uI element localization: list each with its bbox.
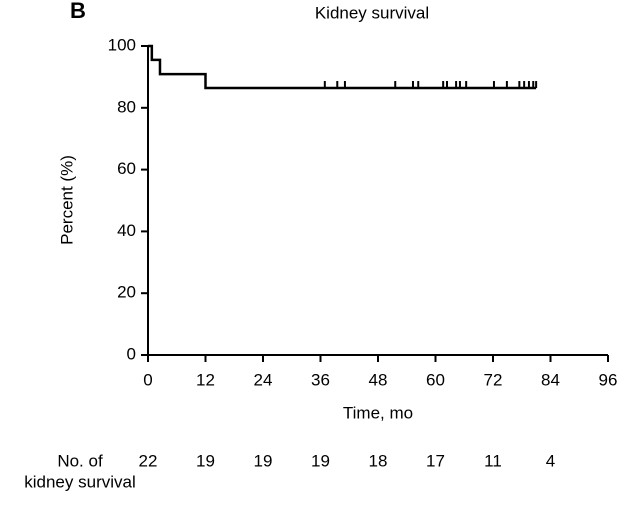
risk-value: 22 xyxy=(139,451,158,470)
x-axis-label: Time, mo xyxy=(343,403,413,422)
risk-value: 18 xyxy=(369,451,388,470)
risk-value: 17 xyxy=(426,451,445,470)
x-tick-label: 24 xyxy=(254,370,273,389)
survival-curve xyxy=(148,44,537,90)
risk-value: 19 xyxy=(311,451,330,470)
y-axis-label: Percent (%) xyxy=(57,155,76,245)
x-tick-label: 72 xyxy=(484,370,503,389)
x-tick-label: 84 xyxy=(541,370,560,389)
y-tick-label: 100 xyxy=(108,35,136,54)
risk-value: 19 xyxy=(254,451,273,470)
risk-value: 4 xyxy=(546,451,555,470)
x-tick-label: 12 xyxy=(196,370,215,389)
y-tick-label: 60 xyxy=(117,159,136,178)
x-tick-label: 96 xyxy=(599,370,618,389)
y-tick-label: 80 xyxy=(117,97,136,116)
risk-label: kidney survival xyxy=(24,472,136,491)
y-tick-label: 40 xyxy=(117,221,136,240)
x-tick-label: 60 xyxy=(426,370,445,389)
panel-label: B xyxy=(70,0,86,23)
x-tick-label: 36 xyxy=(311,370,330,389)
y-tick-label: 20 xyxy=(117,283,136,302)
chart-title: Kidney survival xyxy=(315,3,429,22)
x-tick-label: 48 xyxy=(369,370,388,389)
x-tick-label: 0 xyxy=(143,370,152,389)
y-tick-label: 0 xyxy=(127,344,136,363)
risk-label: No. of xyxy=(57,451,103,470)
risk-value: 19 xyxy=(196,451,215,470)
risk-value: 11 xyxy=(484,451,502,470)
